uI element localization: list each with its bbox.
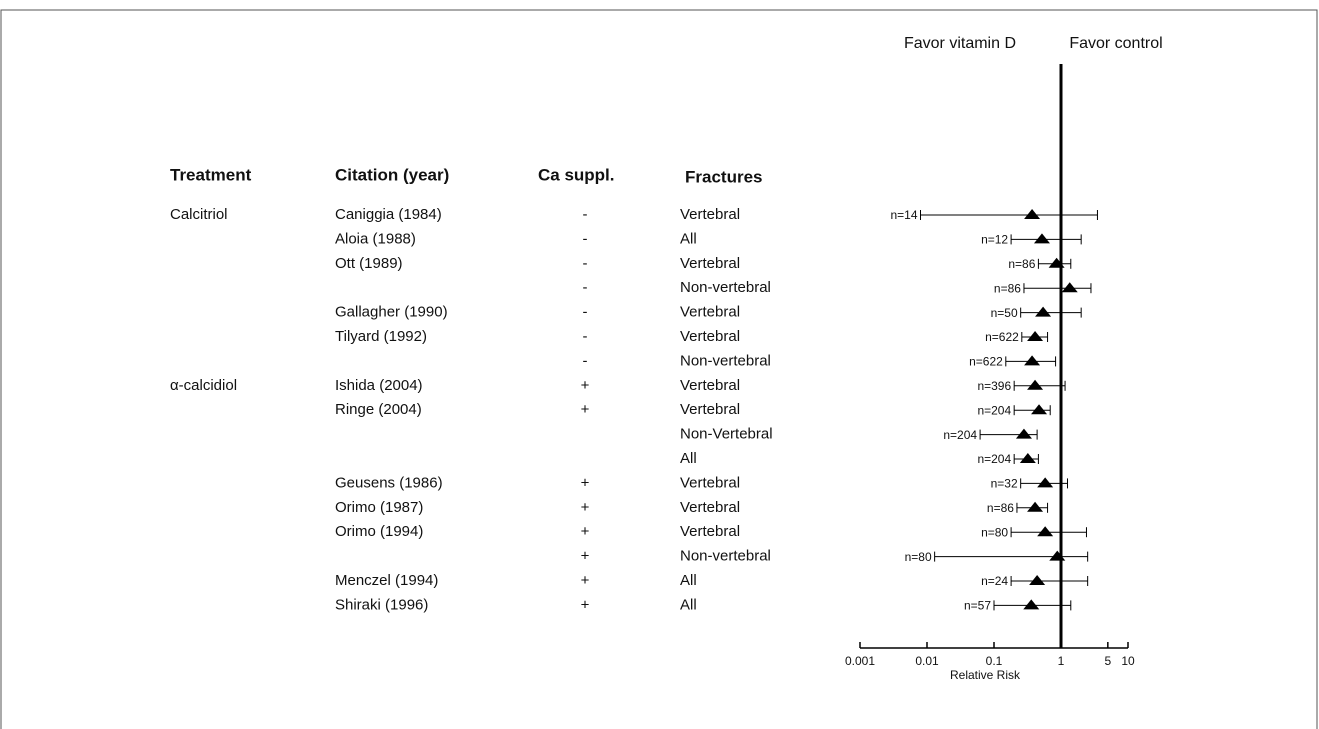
cell: Ott (1989) bbox=[335, 255, 403, 272]
estimate bbox=[1029, 575, 1046, 585]
cell: Ishida (2004) bbox=[335, 377, 423, 394]
cell: Tilyard (1992) bbox=[335, 328, 427, 345]
x-tick-label: 1 bbox=[1058, 654, 1065, 668]
cell: Non-vertebral bbox=[680, 279, 771, 296]
cell: All bbox=[680, 572, 697, 589]
cell: Aloia (1988) bbox=[335, 230, 416, 247]
cell: Gallagher (1990) bbox=[335, 304, 448, 321]
cell: All bbox=[680, 230, 697, 247]
estimate bbox=[1027, 501, 1044, 512]
n-label: n=622 bbox=[985, 330, 1019, 344]
cell: + bbox=[581, 596, 590, 613]
cell: Caniggia (1984) bbox=[335, 206, 442, 223]
cell: Non-Vertebral bbox=[680, 426, 773, 443]
cell: Vertebral bbox=[680, 304, 740, 321]
frame bbox=[0, 9, 1318, 729]
n-label: n=80 bbox=[981, 525, 1008, 539]
column-header: Treatment bbox=[170, 165, 252, 184]
cell: + bbox=[581, 377, 590, 394]
cell: Calcitriol bbox=[170, 206, 228, 223]
column-header: Ca suppl. bbox=[538, 165, 615, 184]
cell: - bbox=[583, 304, 588, 321]
cell: Geusens (1986) bbox=[335, 474, 443, 491]
axis-label: Relative Risk bbox=[950, 668, 1021, 682]
cell: All bbox=[680, 596, 697, 613]
cell: - bbox=[583, 255, 588, 272]
cell: α-calcidiol bbox=[170, 377, 237, 394]
n-label: n=204 bbox=[943, 428, 977, 442]
x-tick-label: 5 bbox=[1104, 654, 1111, 668]
estimate bbox=[1037, 477, 1054, 488]
cell: - bbox=[583, 206, 588, 223]
estimate bbox=[1061, 282, 1078, 293]
cell: Orimo (1987) bbox=[335, 499, 423, 516]
estimate bbox=[1031, 404, 1048, 415]
cell: Non-vertebral bbox=[680, 548, 771, 565]
n-label: n=80 bbox=[905, 550, 932, 564]
n-label: n=32 bbox=[991, 477, 1018, 491]
cell: Vertebral bbox=[680, 206, 740, 223]
annotation: Favor vitamin D bbox=[904, 35, 1016, 52]
n-label: n=86 bbox=[1008, 257, 1035, 271]
estimate bbox=[1035, 306, 1052, 317]
x-tick-label: 0.001 bbox=[845, 654, 875, 668]
x-tick-label: 0.01 bbox=[915, 654, 939, 668]
cell: - bbox=[583, 352, 588, 369]
n-label: n=204 bbox=[977, 403, 1011, 417]
cell: Vertebral bbox=[680, 499, 740, 516]
estimate bbox=[1023, 599, 1040, 610]
n-label: n=86 bbox=[987, 501, 1014, 515]
cell: + bbox=[581, 499, 590, 516]
cell: - bbox=[583, 328, 588, 345]
cell: Ringe (2004) bbox=[335, 401, 422, 418]
estimate bbox=[1033, 233, 1050, 244]
n-label: n=622 bbox=[969, 355, 1003, 369]
estimate bbox=[1024, 355, 1041, 366]
n-label: n=24 bbox=[981, 574, 1008, 588]
cell: - bbox=[583, 279, 588, 296]
n-label: n=86 bbox=[994, 281, 1021, 295]
estimate bbox=[1048, 257, 1065, 268]
cell: + bbox=[581, 401, 590, 418]
n-label: n=57 bbox=[964, 599, 991, 613]
cell: Menczel (1994) bbox=[335, 572, 438, 589]
estimate bbox=[1019, 453, 1036, 463]
n-label: n=14 bbox=[890, 208, 917, 222]
cell: Vertebral bbox=[680, 401, 740, 418]
estimate bbox=[1049, 550, 1066, 561]
cell: + bbox=[581, 572, 590, 589]
cell: Non-vertebral bbox=[680, 352, 771, 369]
annotation: Favor control bbox=[1069, 35, 1162, 52]
estimate bbox=[1024, 209, 1041, 219]
estimate bbox=[1037, 526, 1054, 537]
cell: Vertebral bbox=[680, 523, 740, 540]
cell: Orimo (1994) bbox=[335, 523, 423, 540]
x-tick-label: 0.1 bbox=[986, 654, 1003, 668]
estimate bbox=[1015, 428, 1032, 439]
n-label: n=396 bbox=[977, 379, 1011, 393]
cell: Shiraki (1996) bbox=[335, 596, 428, 613]
column-header: Citation (year) bbox=[335, 165, 449, 184]
n-label: n=204 bbox=[977, 452, 1011, 466]
x-tick-label: 10 bbox=[1121, 654, 1135, 668]
cell: + bbox=[581, 548, 590, 565]
n-label: n=50 bbox=[991, 306, 1018, 320]
estimate bbox=[1027, 379, 1044, 390]
cell: Vertebral bbox=[680, 328, 740, 345]
column-header: Fractures bbox=[685, 167, 762, 186]
cell: Vertebral bbox=[680, 474, 740, 491]
cell: + bbox=[581, 523, 590, 540]
cell: Vertebral bbox=[680, 255, 740, 272]
cell: Vertebral bbox=[680, 377, 740, 394]
n-label: n=12 bbox=[981, 233, 1008, 247]
cell: - bbox=[583, 230, 588, 247]
estimate bbox=[1027, 331, 1044, 341]
cell: All bbox=[680, 450, 697, 467]
cell: + bbox=[581, 474, 590, 491]
